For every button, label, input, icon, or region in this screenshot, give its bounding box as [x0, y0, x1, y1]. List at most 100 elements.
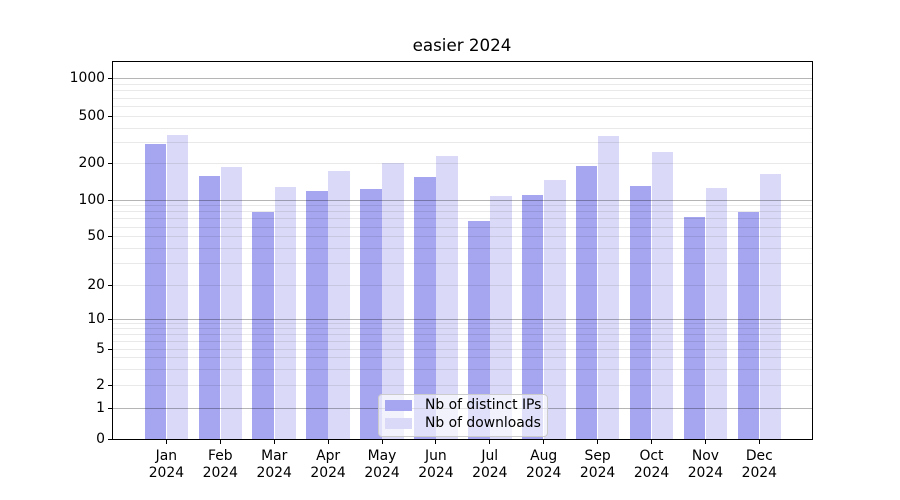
- bar-nb-of-downloads-jul: [490, 195, 512, 440]
- x-tick-label: Jan 2024: [136, 448, 196, 482]
- y-tick: [108, 162, 112, 164]
- right-spine: [812, 61, 813, 440]
- y-tick: [108, 116, 112, 118]
- bar-nb-of-distinct-ips-nov: [683, 216, 706, 440]
- bar-nb-of-downloads-aug: [544, 179, 566, 440]
- gridline: [113, 142, 812, 144]
- gridline: [113, 83, 812, 85]
- legend: Nb of distinct IPs Nb of downloads: [378, 394, 548, 437]
- y-tick-label: 5: [96, 340, 105, 357]
- gridline: [113, 247, 812, 249]
- gridline: [113, 284, 812, 286]
- x-tick-label-year: 2024: [472, 465, 508, 481]
- gridline: [113, 199, 812, 201]
- x-tick-label-month: May: [367, 448, 397, 464]
- y-tick: [108, 439, 112, 440]
- x-tick-label: May 2024: [352, 448, 412, 482]
- bar-nb-of-downloads-dec: [759, 174, 782, 440]
- x-tick-label-month: Feb: [208, 448, 233, 464]
- x-tick: [597, 440, 599, 444]
- x-tick-label-year: 2024: [202, 465, 238, 481]
- y-tick-label: 1000: [69, 69, 105, 86]
- x-tick-label-year: 2024: [741, 465, 777, 481]
- x-tick-label: Feb 2024: [190, 448, 250, 482]
- bar-nb-of-distinct-ips-mar: [252, 212, 274, 440]
- x-tick: [165, 440, 167, 444]
- x-tick-label: Mar 2024: [244, 448, 304, 482]
- y-tick: [108, 77, 112, 79]
- bar-nb-of-downloads-feb: [220, 166, 243, 440]
- x-tick-label: Nov 2024: [675, 448, 735, 482]
- x-tick-label-year: 2024: [418, 465, 454, 481]
- y-tick-label: 1: [96, 399, 105, 416]
- bar-nb-of-downloads-oct: [651, 151, 674, 440]
- gridline: [113, 263, 812, 265]
- bar-nb-of-downloads-sep: [597, 136, 620, 440]
- x-tick-label-month: Nov: [691, 448, 719, 464]
- bar-nb-of-downloads-jan: [166, 134, 189, 440]
- y-tick-label: 2: [96, 377, 105, 393]
- gridline: [113, 323, 812, 325]
- x-tick-label: Dec 2024: [729, 448, 789, 482]
- y-tick-label: 50: [87, 228, 105, 245]
- bar-nb-of-downloads-apr: [328, 171, 350, 440]
- x-tick-label-month: Jun: [425, 448, 447, 464]
- x-tick: [381, 440, 383, 444]
- y-tick: [108, 385, 112, 386]
- y-tick: [108, 236, 112, 238]
- gridline: [113, 116, 812, 118]
- y-tick-label: 100: [78, 191, 105, 208]
- gridline: [113, 226, 812, 228]
- gridline: [113, 340, 812, 342]
- y-tick-label: 10: [87, 310, 105, 327]
- bar-nb-of-downloads-jun: [436, 155, 458, 440]
- legend-label-distinct-ips: Nb of distinct IPs: [425, 397, 542, 413]
- x-tick-label-month: Aug: [530, 448, 558, 464]
- bar-nb-of-downloads-may: [382, 163, 404, 440]
- bar-nb-of-distinct-ips-dec: [737, 211, 759, 440]
- y-tick-label: 500: [78, 108, 105, 125]
- x-tick-label-month: Oct: [639, 448, 664, 464]
- gridline: [113, 77, 812, 79]
- x-tick: [273, 440, 275, 444]
- x-tick-label-year: 2024: [148, 465, 185, 481]
- x-tick-label: Jul 2024: [460, 448, 520, 482]
- gridline: [113, 97, 812, 99]
- x-tick-label: Jun 2024: [406, 448, 466, 482]
- x-tick-label-month: Sep: [584, 448, 611, 464]
- legend-swatch-downloads: [385, 418, 412, 429]
- gridline: [113, 218, 812, 220]
- bar-nb-of-distinct-ips-feb: [198, 176, 220, 440]
- x-tick-label: Oct 2024: [622, 448, 682, 482]
- gridline: [113, 236, 812, 238]
- bar-nb-of-distinct-ips-sep: [575, 166, 598, 440]
- x-tick-label-year: 2024: [256, 465, 292, 481]
- x-tick-label: Sep 2024: [568, 448, 628, 482]
- x-tick: [758, 440, 760, 444]
- gridline: [113, 127, 812, 129]
- y-tick-label: 0: [96, 431, 105, 447]
- gridline: [113, 348, 812, 350]
- x-tick: [704, 440, 706, 444]
- x-tick: [435, 440, 437, 444]
- x-tick-label-month: Dec: [745, 448, 773, 464]
- bottom-spine: [112, 439, 813, 440]
- bar-nb-of-distinct-ips-may: [360, 188, 382, 440]
- x-tick-label-year: 2024: [310, 465, 346, 481]
- gridline: [113, 357, 812, 359]
- x-tick: [219, 440, 221, 444]
- y-tick: [108, 407, 112, 409]
- x-tick-label-year: 2024: [579, 465, 616, 481]
- legend-entry-downloads: Nb of downloads: [385, 416, 541, 430]
- y-tick: [108, 199, 112, 201]
- bar-nb-of-downloads-mar: [274, 186, 296, 440]
- y-tick: [108, 318, 112, 320]
- x-tick-label-year: 2024: [364, 465, 400, 481]
- x-tick-label-month: Apr: [316, 448, 341, 464]
- gridline: [113, 162, 812, 164]
- legend-swatch-distinct-ips: [385, 400, 412, 411]
- bar-nb-of-distinct-ips-jan: [144, 143, 167, 440]
- bar-nb-of-downloads-nov: [705, 187, 728, 440]
- left-spine: [112, 61, 113, 440]
- x-tick-label-month: Jul: [481, 448, 499, 464]
